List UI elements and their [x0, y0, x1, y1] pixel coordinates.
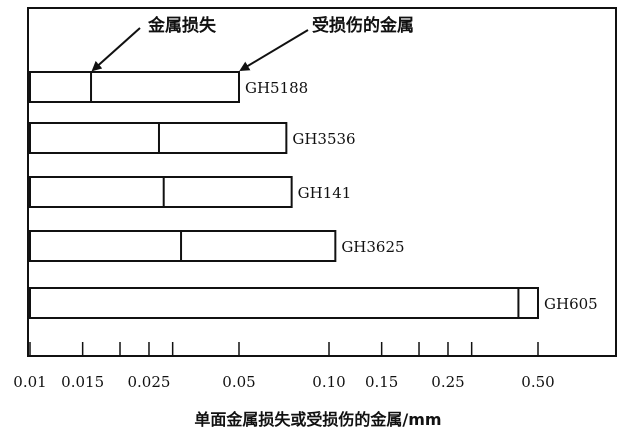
annotation-damaged-metal: 受损伤的金属 [312, 15, 414, 36]
bar-label-GH3536: GH3536 [292, 130, 355, 148]
x-tick-label-3: 0.025 [128, 373, 171, 391]
x-tick-label-7: 0.15 [365, 373, 398, 391]
annotation-arrow-metal-loss [93, 28, 140, 70]
annotation-metal-loss: 金属损失 [147, 15, 217, 36]
x-tick-label-5: 0.05 [222, 373, 255, 391]
x-axis-ticks: 0.01 0.015 0.025 0.05 0.10 0.15 0.25 0.50 [13, 342, 554, 391]
bar-damaged-GH5188 [30, 72, 239, 102]
annotation-arrow-damaged-metal [241, 30, 308, 70]
x-tick-label-11: 0.50 [521, 373, 554, 391]
x-tick-label-9: 0.25 [431, 373, 464, 391]
x-tick-label-0: 0.01 [13, 373, 46, 391]
x-tick-label-1: 0.015 [61, 373, 104, 391]
bar-label-GH141: GH141 [298, 184, 352, 202]
bar-label-GH5188: GH5188 [245, 79, 308, 97]
bar-damaged-GH141 [30, 177, 292, 207]
bar-damaged-GH3625 [30, 231, 335, 261]
bar-label-GH3625: GH3625 [341, 238, 404, 256]
bar-damaged-GH605 [30, 288, 538, 318]
bar-label-GH605: GH605 [544, 295, 598, 313]
x-axis-label: 单面金属损失或受损伤的金属/mm [194, 410, 441, 429]
x-tick-label-6: 0.10 [312, 373, 345, 391]
annotations: 金属损失 受损伤的金属 [93, 15, 414, 70]
bars: GH5188 GH3536 GH141 GH3625 GH605 [30, 72, 598, 318]
